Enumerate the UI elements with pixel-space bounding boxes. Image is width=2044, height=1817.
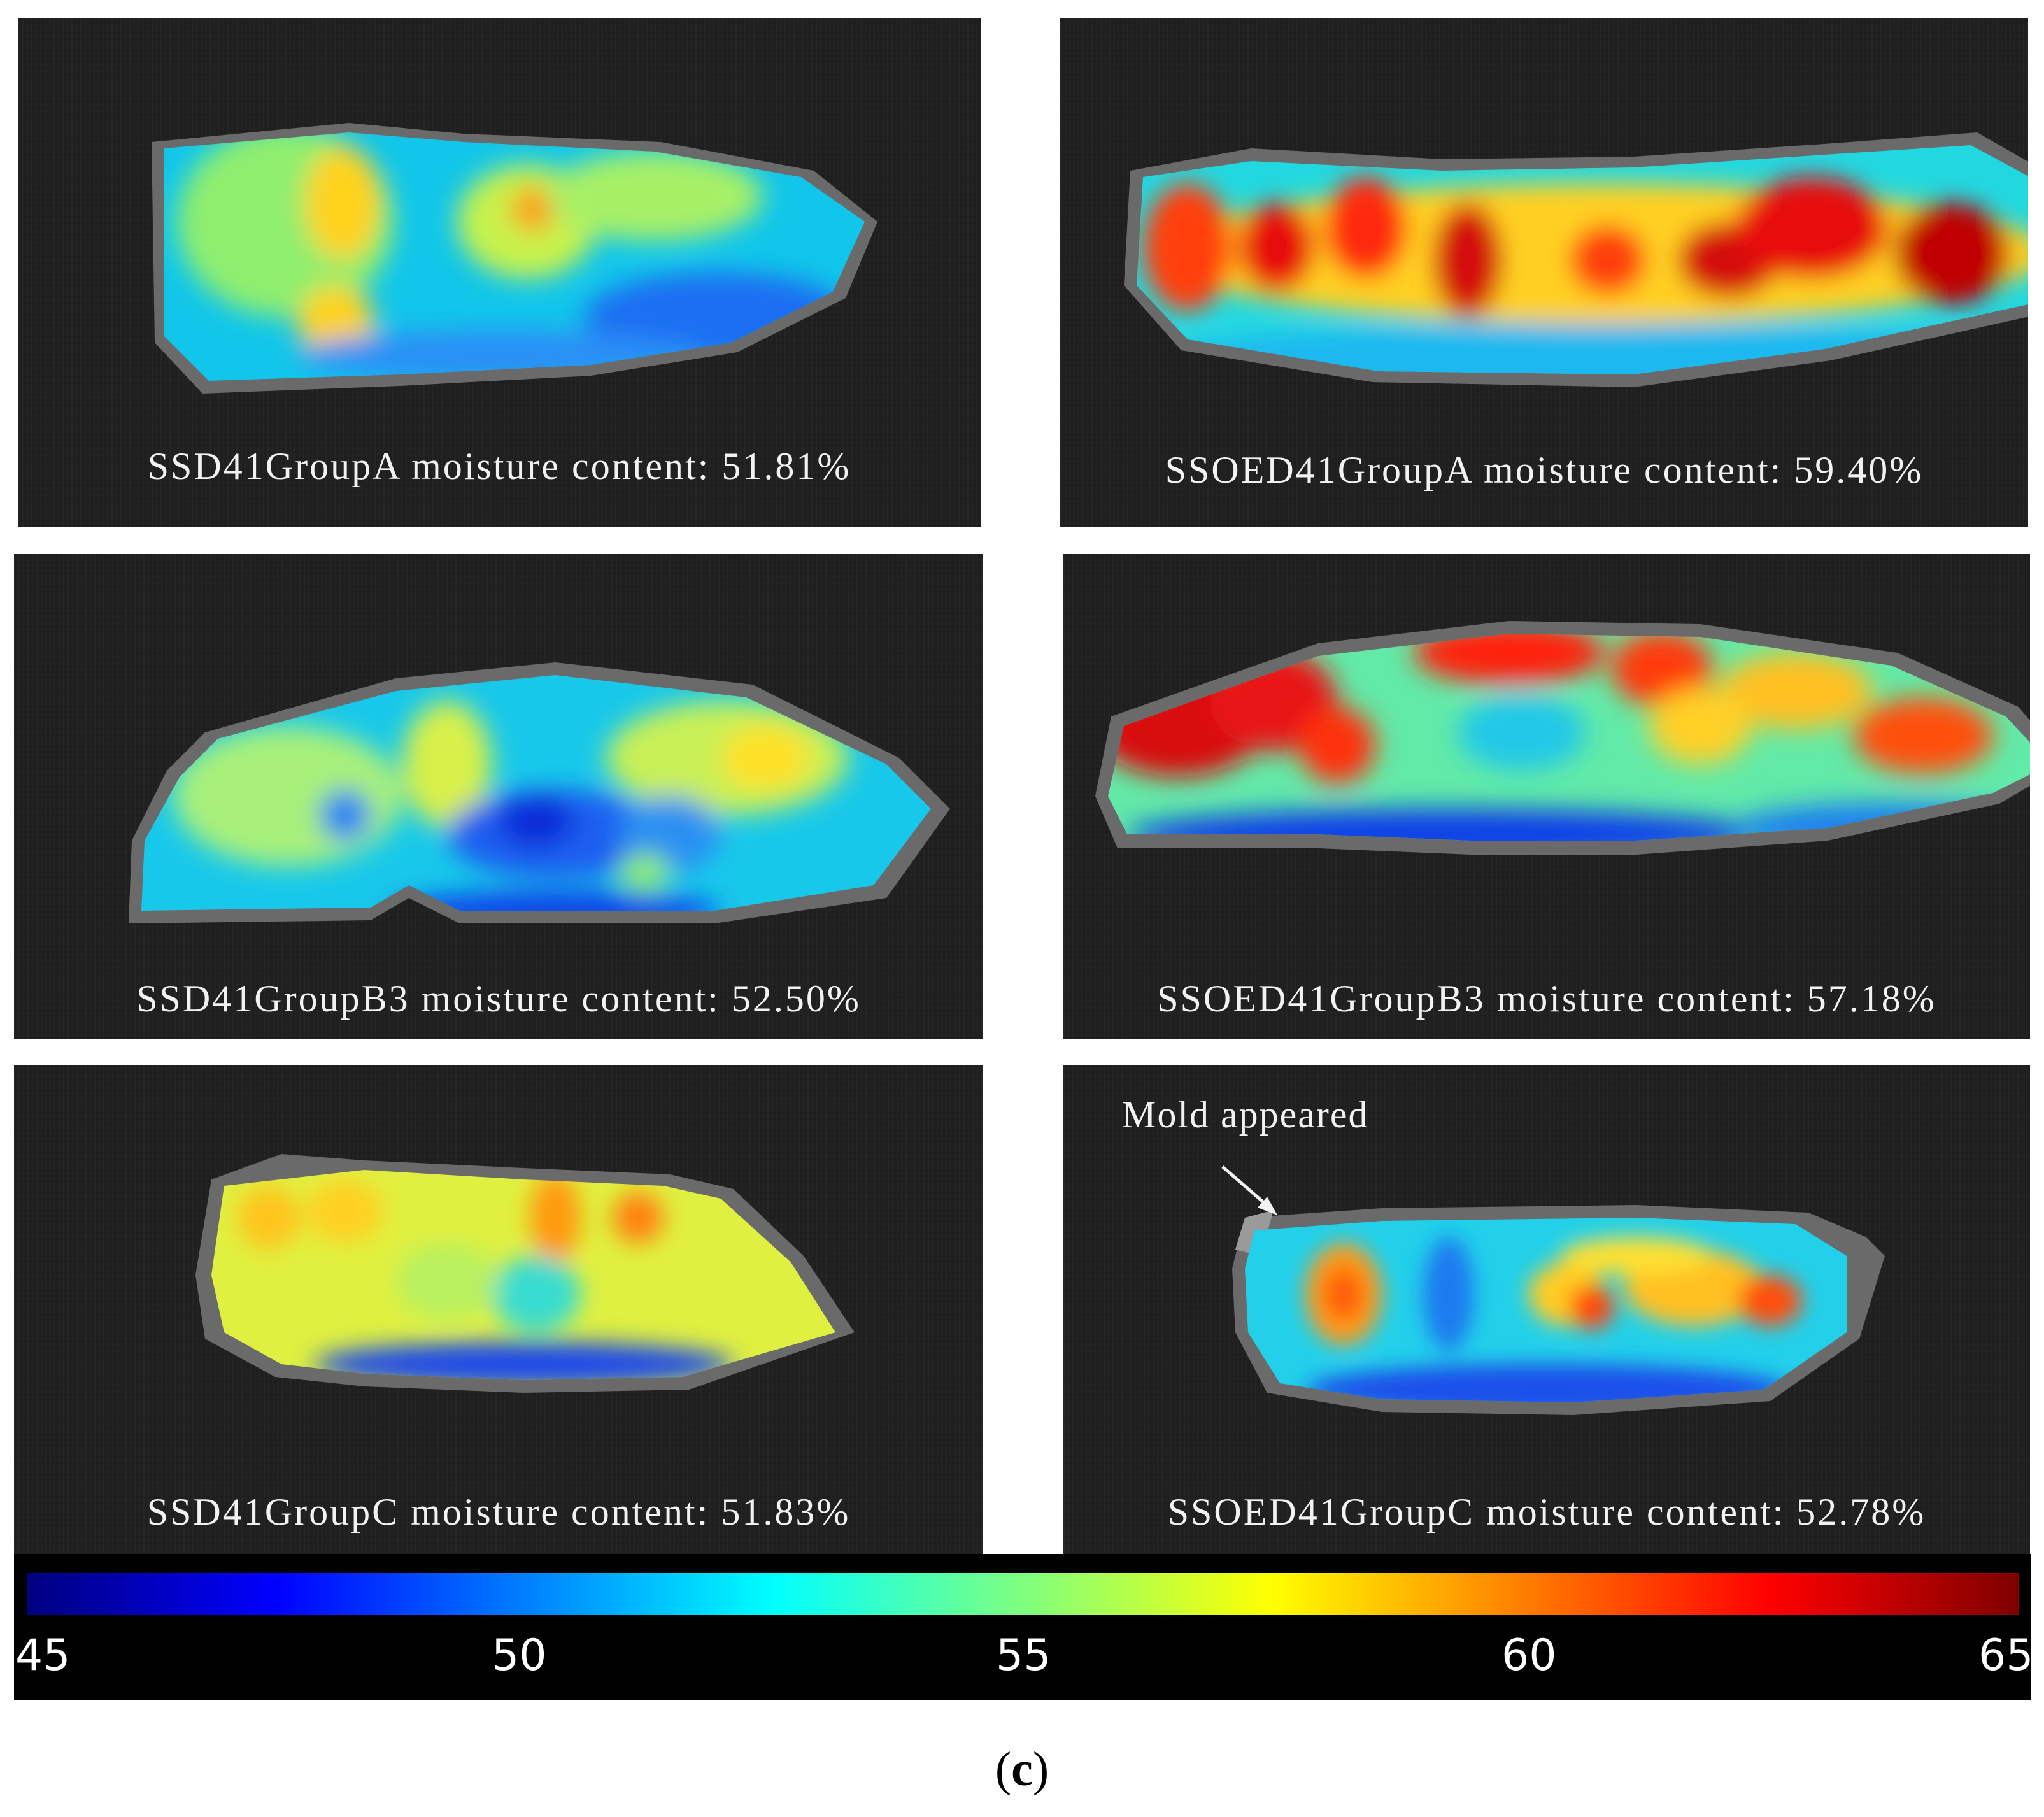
caption-ssoed41-group-a: SSOED41GroupA moisture content: 59.40% — [1165, 449, 1924, 491]
sublabel-letter: c — [1011, 1742, 1033, 1796]
caption-ssoed41-group-c: SSOED41GroupC moisture content: 52.78% — [1167, 1491, 1926, 1533]
arrow-line — [1221, 1165, 1272, 1209]
caption-ssd41-group-c: SSD41GroupC moisture content: 51.83% — [146, 1491, 851, 1533]
colorbar-gradient — [27, 1573, 2019, 1615]
arrow-head-icon — [1258, 1197, 1277, 1215]
colorbar: 45 50 55 60 65 — [14, 1554, 2034, 1700]
caption-ssd41-group-a: SSD41GroupA moisture content: 51.81% — [147, 445, 851, 487]
tick-label-45: 45 — [15, 1630, 71, 1681]
moisture-map-ssoed41-group-b3 — [1095, 621, 2030, 855]
tick-label-65: 65 — [1978, 1630, 2034, 1681]
caption-ssoed41-group-b3: SSOED41GroupB3 moisture content: 57.18% — [1157, 978, 1936, 1020]
mold-annotation: Mold appeared — [1122, 1094, 1369, 1136]
tick-label-55: 55 — [996, 1630, 1051, 1681]
figure-sublabel: (c) — [0, 1742, 2044, 1797]
sublabel-open-paren: ( — [995, 1742, 1012, 1796]
panel-ssd41-group-a: SSD41GroupA moisture content: 51.81% — [18, 18, 981, 527]
moisture-map-ssd41-group-a — [152, 123, 877, 394]
moisture-map-ssd41-group-c — [195, 1154, 855, 1393]
panel-ssd41-group-c: SSD41GroupC moisture content: 51.83% — [14, 1065, 983, 1555]
tick-label-50: 50 — [492, 1630, 547, 1681]
panel-ssoed41-group-c: Mold appeared SSOED41GroupC moisture con… — [1063, 1065, 2030, 1555]
moisture-map-ssoed41-group-c — [1221, 1165, 1885, 1415]
sublabel-close-paren: ) — [1032, 1742, 1049, 1796]
panel-ssoed41-group-a: SSOED41GroupA moisture content: 59.40% — [1060, 18, 2028, 527]
tick-label-60: 60 — [1501, 1630, 1557, 1681]
moisture-map-ssoed41-group-a — [1124, 132, 2028, 387]
panel-ssd41-group-b3: SSD41GroupB3 moisture content: 52.50% — [14, 554, 983, 1039]
panel-ssoed41-group-b3: SSOED41GroupB3 moisture content: 57.18% — [1063, 554, 2030, 1039]
moisture-map-ssd41-group-b3 — [129, 662, 950, 923]
caption-ssd41-group-b3: SSD41GroupB3 moisture content: 52.50% — [136, 978, 861, 1020]
